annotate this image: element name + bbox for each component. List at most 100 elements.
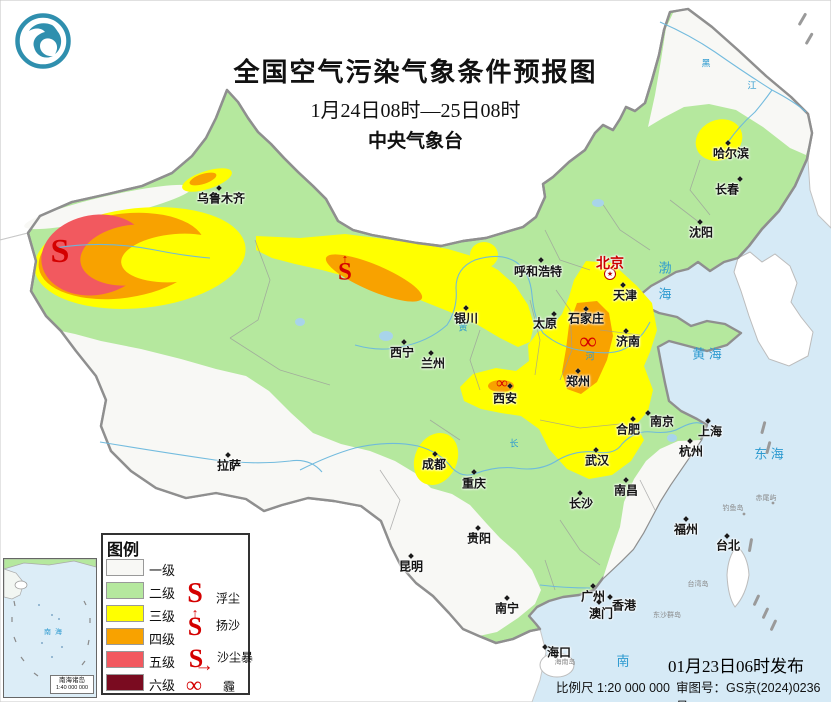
city-label-changchun: 长春: [714, 182, 740, 197]
legend-label-level5: 五级: [149, 654, 176, 670]
sea-label-nanhai: 南: [616, 653, 630, 669]
ncp-level4-band: [562, 301, 613, 394]
city-label-lasa: 拉萨: [216, 458, 242, 473]
hexi-level4-band: [325, 254, 423, 302]
river-label-0: 黑: [701, 58, 711, 69]
legend-symbol-s-up: S ↑: [187, 605, 203, 641]
legend-swatch-level5: [106, 650, 144, 668]
weather-symbol-yangsha-gansu: S ↑: [338, 251, 352, 286]
legend-swatch-level2: [106, 581, 144, 599]
legend-label-level2: 二级: [149, 585, 176, 601]
river-label-1: 江: [747, 80, 757, 91]
legend-symbol-label-s: 浮尘: [215, 591, 241, 606]
songhua-river: [727, 89, 773, 143]
south-china-sea-inset: 南海 南海诸岛 1:40 000 000: [3, 558, 97, 698]
hainan-island: [539, 652, 575, 678]
city-label-yinchuan: 银川: [453, 311, 479, 326]
city-label-wulumuqi: 乌鲁木齐: [196, 191, 246, 206]
chengdu-level3: [413, 432, 459, 486]
hohhot-west-level3: [470, 242, 498, 268]
legend: 图例 一级 二级 三级 四级 五级 六级 S 浮尘 S ↑ 扬沙 S → 沙尘暴 ∞ 霾: [101, 533, 254, 696]
city-label-shenyang: 沈阳: [688, 225, 714, 240]
china-border-stroke: [26, 7, 814, 645]
small-islands: [742, 12, 814, 631]
legend-symbol-label-s-up: 扬沙: [215, 618, 241, 633]
legend-swatch-level4: [106, 627, 144, 645]
city-label-xining: 西宁: [389, 345, 415, 360]
symbol-arrow: →: [194, 655, 215, 677]
legend-swatch-level1: [106, 558, 144, 576]
symbol-arrow: ↑: [191, 605, 199, 622]
level1-north-xinjiang: [24, 184, 192, 230]
foreign-land-korea: [733, 251, 814, 367]
approval-number: 审图号：GS京(2024)0236号: [676, 681, 821, 702]
capital-marker-beijing: ★: [604, 268, 616, 280]
pearl-river: [539, 584, 591, 589]
xian-level4: [488, 380, 514, 392]
legend-symbol-s: S: [187, 578, 203, 609]
island-label-4: 海南岛: [554, 659, 576, 666]
legend-symbol-label-inf: 霾: [222, 679, 236, 694]
city-label-tianjin: 天津: [612, 288, 638, 303]
heilongjiang-river: [659, 21, 807, 113]
city-label-haikou: 海口: [546, 645, 572, 660]
island-label-2: 钓鱼岛: [722, 505, 744, 512]
river-label-3: 河: [585, 351, 595, 362]
yellow-river: [354, 255, 651, 354]
city-label-nanning: 南宁: [494, 601, 520, 616]
city-label-kunming: 昆明: [398, 559, 424, 574]
legend-symbol-s-right: S →: [188, 644, 215, 677]
inset-scale: 1:40 000 000: [55, 685, 89, 692]
xinjiang-dust-region: [34, 207, 246, 309]
river-label-2: 黄: [458, 322, 468, 333]
harbin-level3: [695, 119, 743, 161]
city-label-jinan: 济南: [615, 334, 641, 349]
city-label-shanghai: 上海: [697, 424, 723, 439]
city-label-huhehaote: 呼和浩特: [513, 264, 563, 279]
legend-symbol-label-s-right: 沙尘暴: [216, 650, 254, 665]
inset-islets: [38, 604, 63, 658]
xinjiang-level3-inner: [121, 233, 231, 283]
sea-label-bohai: 渤海: [656, 261, 672, 313]
level1-northeast: [648, 9, 812, 155]
map-scale: 比例尺 1:20 000 000: [556, 681, 670, 695]
city-label-wuhan: 武汉: [584, 453, 610, 468]
island-label-1: 东沙群岛: [653, 612, 681, 619]
rivers: [54, 21, 807, 589]
city-label-nanjing: 南京: [649, 414, 675, 429]
city-label-guiyang: 贵阳: [466, 531, 492, 546]
city-label-shijiazhuang: 石家庄: [567, 311, 605, 326]
inset-sea-label: 南海: [44, 629, 66, 636]
city-label-taibei: 台北: [715, 538, 741, 553]
level1-regions: [24, 9, 812, 636]
level1-southeast-coast: [603, 440, 701, 578]
city-label-chengdu: 成都: [421, 457, 447, 472]
weather-symbol-mai-hebei: ∞: [579, 329, 597, 355]
province-borders: [229, 159, 711, 591]
sea-label-huanghai: 黄 海: [692, 346, 722, 362]
legend-label-level6: 六级: [149, 677, 176, 693]
river-label-4: 长: [509, 438, 519, 449]
sea-label-donghai: 东 海: [754, 446, 784, 462]
city-label-fuzhou: 福州: [673, 522, 699, 537]
symbol-arrow: ↑: [341, 251, 349, 267]
weather-symbol-fuchen-xinjiang: S: [50, 233, 70, 270]
legend-label-level3: 三级: [149, 608, 176, 624]
taiwan-island: [726, 545, 750, 608]
inset-hainan: [14, 580, 28, 590]
lakes: [295, 199, 677, 442]
city-label-chongqing: 重庆: [461, 476, 487, 491]
island-label-3: 赤尾屿: [755, 495, 777, 502]
island-label-0: 台湾岛: [687, 581, 709, 588]
legend-title: 图例: [107, 542, 140, 559]
city-label-changsha: 长沙: [568, 496, 594, 511]
city-label-zhengzhou: 郑州: [565, 374, 591, 389]
inset-title: 南海诸岛: [59, 677, 85, 684]
city-label-xianggang: 香港: [611, 598, 637, 613]
inset-indochina: [4, 568, 25, 600]
page-title: 全国空气污染气象条件预报图: [233, 58, 598, 87]
city-label-xian: 西安: [492, 391, 518, 406]
city-label-hefei: 合肥: [615, 422, 641, 437]
city-label-aomen: 澳门: [588, 606, 614, 621]
